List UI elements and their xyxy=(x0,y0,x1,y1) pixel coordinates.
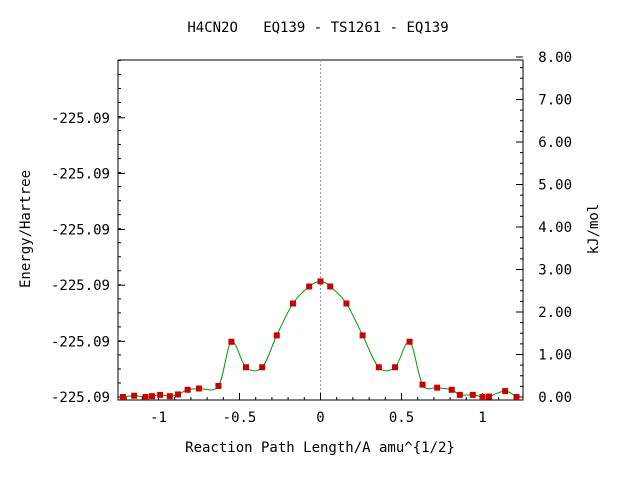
data-point xyxy=(289,300,296,307)
data-point xyxy=(469,391,476,398)
y2-tick-label: 2.00 xyxy=(538,305,572,321)
y2-tick-label: 4.00 xyxy=(538,220,572,236)
data-point xyxy=(392,364,399,371)
data-point xyxy=(184,386,191,393)
y2-axis-label: kJ/mol xyxy=(586,204,602,255)
y2-tick-label: 7.00 xyxy=(538,93,572,109)
energy-curve xyxy=(122,280,517,398)
data-point xyxy=(174,391,181,398)
data-point xyxy=(142,394,149,400)
y-tick-label: -225.09 xyxy=(51,390,110,406)
data-point xyxy=(306,283,313,290)
data-point xyxy=(327,283,334,290)
data-point xyxy=(273,332,280,339)
y-axis-ticks: -225.09 -225.09 -225.09 -225.09 -225.09 -225.… xyxy=(51,59,125,406)
data-point xyxy=(419,381,426,388)
x-tick-label: 0.5 xyxy=(389,410,414,426)
x-axis-ticks: -1 -0.5 0 0.5 1 xyxy=(125,393,516,426)
y2-tick-label: 6.00 xyxy=(538,135,572,151)
x-tick-label: -1 xyxy=(150,410,167,426)
x-tick-label: -0.5 xyxy=(223,410,257,426)
data-point xyxy=(359,332,366,339)
data-points xyxy=(119,278,520,400)
data-point xyxy=(456,391,463,398)
y2-tick-label: 0.00 xyxy=(538,390,572,406)
data-point xyxy=(196,385,202,392)
data-point xyxy=(375,364,382,371)
y2-tick-label: 3.00 xyxy=(538,263,572,279)
data-point xyxy=(317,278,324,285)
data-point xyxy=(166,393,173,400)
y-tick-label: -225.09 xyxy=(51,223,110,239)
data-point xyxy=(434,384,441,391)
data-point xyxy=(485,393,492,400)
data-point xyxy=(513,394,520,400)
chart-title: H4CN2O EQ139 - TS1261 - EQ139 xyxy=(187,20,448,36)
data-point xyxy=(259,364,266,371)
y2-tick-label: 8.00 xyxy=(538,50,572,66)
data-point xyxy=(448,386,455,393)
data-point xyxy=(149,393,156,400)
x-tick-label: 1 xyxy=(478,410,486,426)
data-point xyxy=(479,394,486,400)
data-point xyxy=(215,382,222,389)
data-point xyxy=(242,364,249,371)
data-point xyxy=(157,391,164,398)
y-tick-label: -225.09 xyxy=(51,111,110,127)
y2-tick-label: 5.00 xyxy=(538,178,572,194)
y-tick-label: -225.09 xyxy=(51,166,110,182)
data-point xyxy=(406,338,413,345)
y-tick-label: -225.09 xyxy=(51,278,110,294)
y2-tick-label: 1.00 xyxy=(538,348,572,364)
data-point xyxy=(131,392,138,399)
x-axis-label: Reaction Path Length/A amu^{1/2} xyxy=(185,440,455,456)
data-point xyxy=(119,394,126,400)
y-axis-label: Energy/Hartree xyxy=(18,170,34,288)
x-tick-label: 0 xyxy=(316,410,324,426)
data-point xyxy=(228,338,235,345)
y-tick-label: -225.09 xyxy=(51,334,110,350)
data-point xyxy=(343,300,350,307)
data-point xyxy=(502,388,509,395)
y2-axis-ticks: 0.00 1.00 2.00 3.00 4.00 5.00 6.00 7.00 8.00 xyxy=(516,50,572,406)
